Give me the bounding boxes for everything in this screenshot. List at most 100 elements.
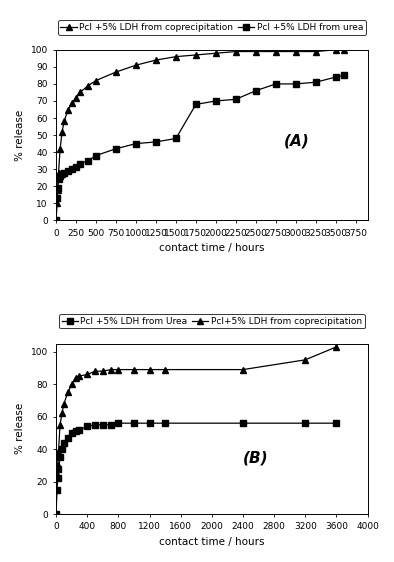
Pcl+5% LDH from coprecipitation <box>100 368 105 375</box>
Pcl +5% LDH from urea <box>94 152 98 159</box>
Pcl +5% LDH from Urea <box>54 486 59 493</box>
Legend: Pcl +5% LDH from coprecipitation, Pcl +5% LDH from urea: Pcl +5% LDH from coprecipitation, Pcl +5… <box>58 20 366 35</box>
Pcl +5% LDH from coprecipitation <box>341 47 346 53</box>
Pcl +5% LDH from Urea <box>59 446 64 452</box>
Pcl+5% LDH from coprecipitation <box>54 511 58 518</box>
Y-axis label: % release: % release <box>15 110 25 161</box>
Line: Pcl+5% LDH from coprecipitation: Pcl+5% LDH from coprecipitation <box>53 344 339 517</box>
Pcl +5% LDH from coprecipitation <box>70 99 74 106</box>
Pcl +5% LDH from urea <box>58 173 63 179</box>
Pcl+5% LDH from coprecipitation <box>65 389 70 396</box>
Pcl +5% LDH from Urea <box>147 420 152 427</box>
Pcl +5% LDH from Urea <box>58 454 62 461</box>
Pcl +5% LDH from urea <box>74 164 78 171</box>
Pcl +5% LDH from urea <box>54 217 58 224</box>
Pcl+5% LDH from coprecipitation <box>93 368 97 375</box>
Pcl+5% LDH from coprecipitation <box>77 373 82 379</box>
Pcl+5% LDH from coprecipitation <box>303 356 308 363</box>
Pcl +5% LDH from Urea <box>55 475 60 482</box>
Pcl +5% LDH from urea <box>78 161 82 167</box>
Pcl +5% LDH from coprecipitation <box>233 48 238 55</box>
Pcl +5% LDH from coprecipitation <box>74 94 78 101</box>
Pcl +5% LDH from Urea <box>116 420 121 427</box>
Pcl +5% LDH from urea <box>233 96 238 103</box>
Pcl +5% LDH from coprecipitation <box>54 217 58 224</box>
Pcl +5% LDH from coprecipitation <box>78 89 82 96</box>
Pcl +5% LDH from Urea <box>93 422 97 428</box>
Line: Pcl +5% LDH from coprecipitation: Pcl +5% LDH from coprecipitation <box>53 47 346 223</box>
Pcl +5% LDH from Urea <box>132 420 136 427</box>
Pcl +5% LDH from urea <box>273 80 278 87</box>
Legend: Pcl +5% LDH from Urea, Pcl+5% LDH from coprecipitation: Pcl +5% LDH from Urea, Pcl+5% LDH from c… <box>59 314 365 328</box>
Pcl +5% LDH from Urea <box>108 422 113 428</box>
Pcl +5% LDH from coprecipitation <box>55 200 59 207</box>
Pcl +5% LDH from Urea <box>163 420 167 427</box>
Pcl +5% LDH from Urea <box>100 422 105 428</box>
Pcl +5% LDH from urea <box>60 171 65 178</box>
Pcl+5% LDH from coprecipitation <box>73 374 78 381</box>
Pcl+5% LDH from coprecipitation <box>241 366 245 373</box>
Pcl+5% LDH from coprecipitation <box>58 422 62 428</box>
Pcl+5% LDH from coprecipitation <box>56 449 61 456</box>
Pcl +5% LDH from Urea <box>56 465 61 472</box>
Pcl +5% LDH from coprecipitation <box>113 69 118 75</box>
Pcl +5% LDH from coprecipitation <box>193 52 198 58</box>
Pcl +5% LDH from Urea <box>54 511 58 518</box>
X-axis label: contact time / hours: contact time / hours <box>159 243 265 253</box>
Y-axis label: % release: % release <box>15 403 25 455</box>
Pcl +5% LDH from urea <box>70 166 74 173</box>
Pcl +5% LDH from Urea <box>77 427 82 433</box>
Pcl+5% LDH from coprecipitation <box>54 470 59 477</box>
Pcl +5% LDH from urea <box>56 184 60 191</box>
Pcl +5% LDH from urea <box>214 98 218 105</box>
Pcl+5% LDH from coprecipitation <box>69 381 74 388</box>
Pcl +5% LDH from coprecipitation <box>253 48 258 55</box>
Pcl+5% LDH from coprecipitation <box>163 366 167 373</box>
Pcl+5% LDH from coprecipitation <box>59 410 64 417</box>
Pcl +5% LDH from urea <box>56 176 61 183</box>
Pcl +5% LDH from urea <box>173 135 178 142</box>
Pcl +5% LDH from urea <box>62 169 67 176</box>
Pcl +5% LDH from urea <box>134 140 138 147</box>
Pcl +5% LDH from coprecipitation <box>58 146 63 152</box>
Pcl+5% LDH from coprecipitation <box>132 366 136 373</box>
Pcl +5% LDH from urea <box>55 195 59 202</box>
Pcl +5% LDH from Urea <box>85 423 90 430</box>
Pcl +5% LDH from urea <box>341 72 346 79</box>
Pcl +5% LDH from Urea <box>334 420 339 427</box>
Pcl+5% LDH from coprecipitation <box>61 400 66 407</box>
Pcl +5% LDH from coprecipitation <box>134 62 138 69</box>
Pcl +5% LDH from coprecipitation <box>173 53 178 60</box>
Pcl +5% LDH from urea <box>66 167 71 174</box>
Pcl +5% LDH from urea <box>154 138 158 145</box>
Pcl +5% LDH from coprecipitation <box>56 169 61 176</box>
Pcl +5% LDH from urea <box>86 157 91 164</box>
Line: Pcl +5% LDH from urea: Pcl +5% LDH from urea <box>53 72 346 223</box>
Text: (B): (B) <box>243 451 269 466</box>
Pcl +5% LDH from Urea <box>61 439 66 446</box>
Pcl+5% LDH from coprecipitation <box>116 366 121 373</box>
Pcl +5% LDH from coprecipitation <box>313 48 318 55</box>
Pcl +5% LDH from Urea <box>73 428 78 434</box>
Pcl +5% LDH from coprecipitation <box>273 48 278 55</box>
Pcl +5% LDH from urea <box>293 80 298 87</box>
X-axis label: contact time / hours: contact time / hours <box>159 537 265 547</box>
Pcl +5% LDH from urea <box>253 87 258 94</box>
Pcl +5% LDH from urea <box>113 146 118 152</box>
Pcl +5% LDH from coprecipitation <box>293 48 298 55</box>
Pcl +5% LDH from coprecipitation <box>56 186 60 193</box>
Pcl+5% LDH from coprecipitation <box>85 371 90 378</box>
Pcl +5% LDH from coprecipitation <box>86 82 91 89</box>
Pcl +5% LDH from Urea <box>303 420 308 427</box>
Pcl+5% LDH from coprecipitation <box>108 366 113 373</box>
Pcl +5% LDH from urea <box>313 79 318 85</box>
Pcl+5% LDH from coprecipitation <box>55 462 60 469</box>
Pcl +5% LDH from coprecipitation <box>154 57 158 64</box>
Pcl +5% LDH from urea <box>193 101 198 108</box>
Pcl+5% LDH from coprecipitation <box>147 366 152 373</box>
Pcl +5% LDH from Urea <box>69 429 74 436</box>
Pcl +5% LDH from coprecipitation <box>60 128 65 135</box>
Pcl +5% LDH from Urea <box>65 434 70 441</box>
Pcl +5% LDH from coprecipitation <box>94 77 98 84</box>
Pcl+5% LDH from coprecipitation <box>334 343 339 350</box>
